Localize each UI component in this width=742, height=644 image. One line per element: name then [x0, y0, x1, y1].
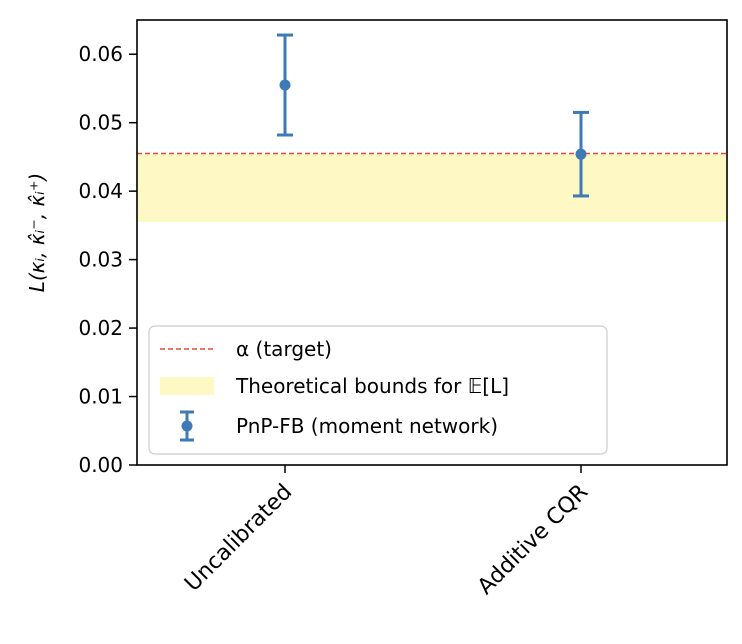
series-group: [277, 33, 589, 198]
legend-bounds-label: Theoretical bounds for 𝔼[L]: [235, 374, 509, 398]
theoretical-bounds-band: [137, 153, 727, 222]
legend-series-label: PnP-FB (moment network): [236, 414, 498, 438]
y-tick-label: 0.03: [78, 248, 123, 272]
y-tick-label: 0.01: [78, 385, 123, 409]
x-tick-group: Uncalibrated Additive CQR: [180, 465, 593, 600]
y-tick-label: 0.02: [78, 316, 123, 340]
y-tick-label: 0.00: [78, 453, 123, 477]
legend-series-sample: [180, 410, 194, 442]
data-point: [279, 79, 291, 91]
y-tick-group: 0.00 0.01 0.02 0.03 0.04 0.05 0.06: [78, 42, 137, 477]
axes-frame: [136, 19, 728, 466]
legend-bounds-sample: [160, 377, 214, 395]
data-point: [575, 148, 587, 160]
legend-box: [148, 325, 608, 455]
y-tick-label: 0.06: [78, 42, 123, 66]
x-tick-label: Additive CQR: [473, 480, 593, 600]
legend-point: [181, 420, 193, 432]
x-tick-label: Uncalibrated: [180, 480, 297, 597]
y-tick-label: 0.04: [78, 179, 123, 203]
legend-alpha-label: α (target): [236, 337, 332, 361]
y-tick-label: 0.05: [78, 111, 123, 135]
y-axis-label: L(κᵢ, κ̂ᵢ⁻, κ̂ᵢ⁺): [25, 173, 49, 292]
legend: α (target) Theoretical bounds for 𝔼[L] P…: [148, 325, 608, 455]
